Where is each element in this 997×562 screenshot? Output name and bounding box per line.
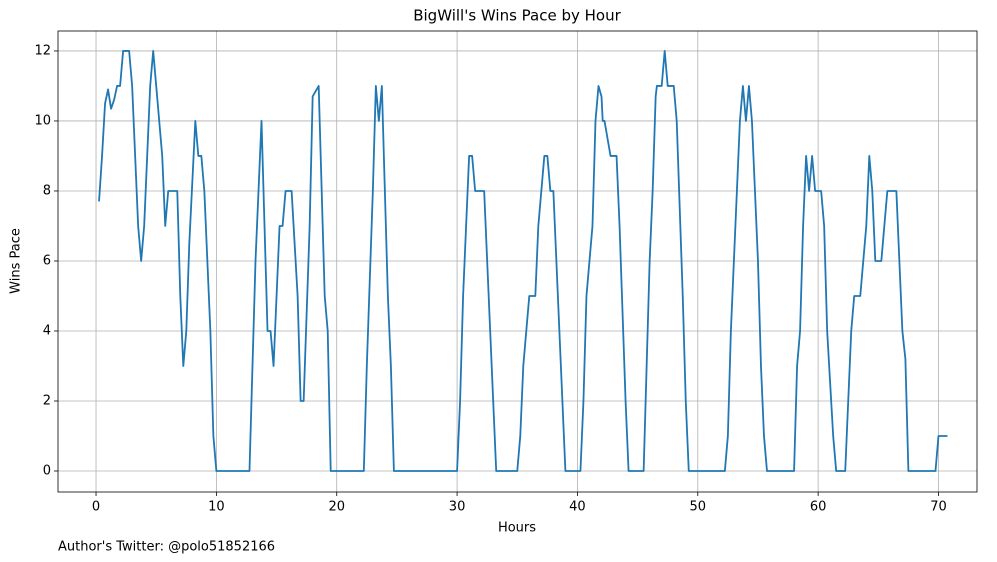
y-tick-label: 4 — [43, 323, 51, 338]
x-tick-label: 0 — [92, 500, 100, 515]
x-axis-label: Hours — [498, 521, 536, 536]
y-tick-label: 10 — [34, 113, 51, 128]
x-tick-label: 70 — [930, 500, 947, 515]
y-tick-label: 0 — [43, 463, 51, 478]
x-tick-label: 60 — [810, 500, 827, 515]
x-tick-label: 10 — [208, 500, 225, 515]
line-series — [98, 50, 948, 472]
y-tick-label: 2 — [43, 393, 51, 408]
x-tick-label: 20 — [328, 500, 345, 515]
x-tick-label: 30 — [449, 500, 466, 515]
x-tick-label: 40 — [569, 500, 586, 515]
y-tick-label: 6 — [43, 253, 51, 268]
x-tick-label: 50 — [690, 500, 707, 515]
plot-frame — [57, 30, 978, 493]
y-tick-label: 8 — [43, 183, 51, 198]
y-tick-label: 12 — [34, 43, 51, 58]
chart-title: BigWill's Wins Pace by Hour — [413, 7, 621, 25]
y-axis-label: Wins Pace — [9, 228, 24, 294]
annotation: Author's Twitter: @polo51852166 — [58, 540, 275, 555]
